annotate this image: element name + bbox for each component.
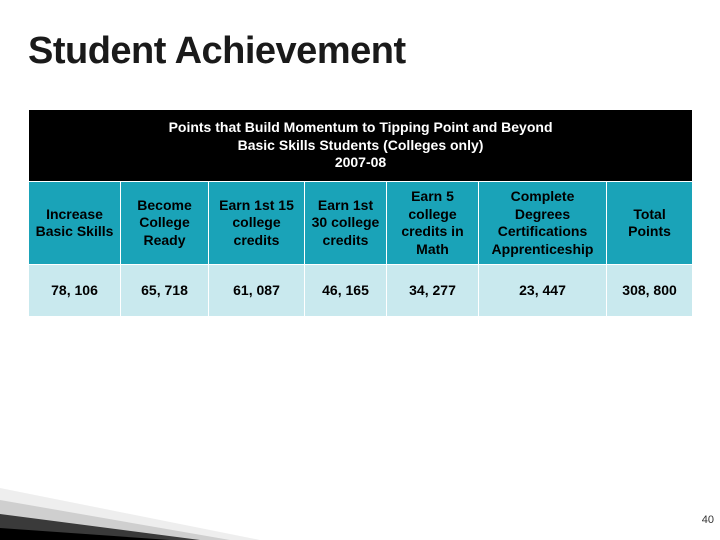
page-number: 40 [702,514,714,526]
col-header: Become College Ready [121,182,209,265]
table-cell: 308, 800 [607,265,693,317]
table-cell: 61, 087 [209,265,305,317]
slide: Student Achievement Points that Build Mo… [0,0,720,540]
table-cell: 23, 447 [479,265,607,317]
table-header-columns: Increase Basic Skills Become College Rea… [29,182,693,265]
table-title-line: 2007-08 [33,154,688,172]
table-cell: 78, 106 [29,265,121,317]
col-header: Earn 1st 30 college credits [305,182,387,265]
col-header: Total Points [607,182,693,265]
achievement-table: Points that Build Momentum to Tipping Po… [28,109,693,317]
col-header: Increase Basic Skills [29,182,121,265]
table-cell: 46, 165 [305,265,387,317]
table-title-cell: Points that Build Momentum to Tipping Po… [29,110,693,182]
col-header: Earn 1st 15 college credits [209,182,305,265]
table-title-line: Points that Build Momentum to Tipping Po… [33,119,688,137]
table-cell: 34, 277 [387,265,479,317]
decorative-wedge [0,480,300,540]
col-header: Complete Degrees Certifications Apprenti… [479,182,607,265]
page-title: Student Achievement [28,30,692,73]
table-title-line: Basic Skills Students (Colleges only) [33,137,688,155]
table-cell: 65, 718 [121,265,209,317]
table-row: 78, 106 65, 718 61, 087 46, 165 34, 277 … [29,265,693,317]
table-header-top: Points that Build Momentum to Tipping Po… [29,110,693,182]
col-header: Earn 5 college credits in Math [387,182,479,265]
